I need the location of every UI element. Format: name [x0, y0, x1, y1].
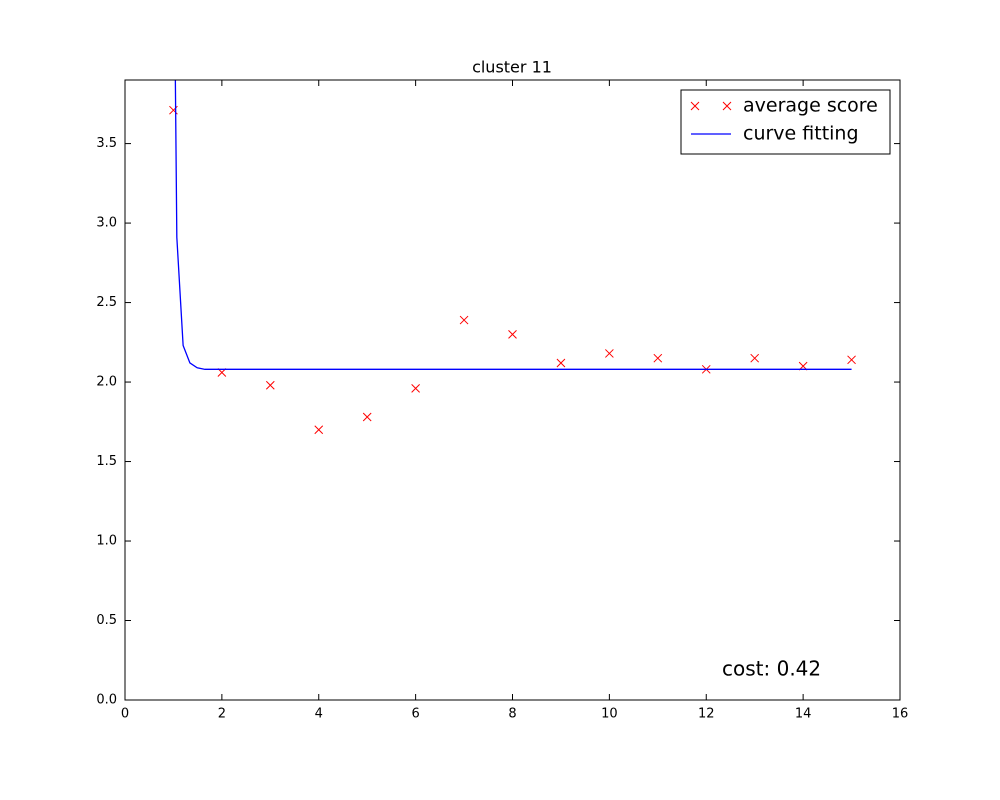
marker [508, 330, 517, 339]
y-tick-label: 0.0 [96, 693, 117, 708]
y-tick-label: 3.0 [96, 216, 117, 231]
x-tick-label: 2 [218, 707, 226, 722]
x-tick-label: 0 [121, 707, 129, 722]
x-tick-label: 16 [892, 707, 909, 722]
legend-box [680, 89, 891, 155]
chart-title: cluster 11 [472, 58, 552, 77]
plot-area [169, 80, 856, 435]
legend: average score curve fitting [680, 89, 891, 155]
marker [847, 355, 856, 365]
x-tick-label: 10 [601, 707, 618, 722]
x-tick-label: 14 [795, 707, 812, 722]
x-tick-label: 12 [698, 707, 715, 722]
y-tick-label: 1.0 [96, 534, 117, 549]
marker [605, 349, 614, 358]
marker [653, 353, 663, 363]
x-tick-label: 4 [315, 707, 323, 722]
x-tick-label: 8 [508, 707, 516, 722]
legend-marker [690, 101, 732, 111]
marker [556, 358, 566, 368]
marker [314, 425, 324, 435]
x-tick-label: 6 [411, 707, 419, 722]
marker [750, 353, 760, 363]
y-tick-label: 1.5 [96, 454, 117, 469]
annotation: cost: 0.42 [722, 657, 821, 681]
fit-line [174, 80, 852, 370]
plot-frame [124, 79, 901, 701]
legend-label: average score [743, 95, 878, 117]
y-tick-label: 2.5 [96, 295, 117, 310]
marker [362, 412, 372, 422]
y-tick-label: 2.0 [96, 375, 117, 390]
y-tick-label: 0.5 [96, 613, 117, 628]
legend-label: curve fitting [743, 123, 859, 145]
y-tick-label: 3.5 [96, 136, 117, 151]
marker [411, 384, 420, 393]
marker [459, 315, 469, 325]
marker [265, 380, 275, 390]
